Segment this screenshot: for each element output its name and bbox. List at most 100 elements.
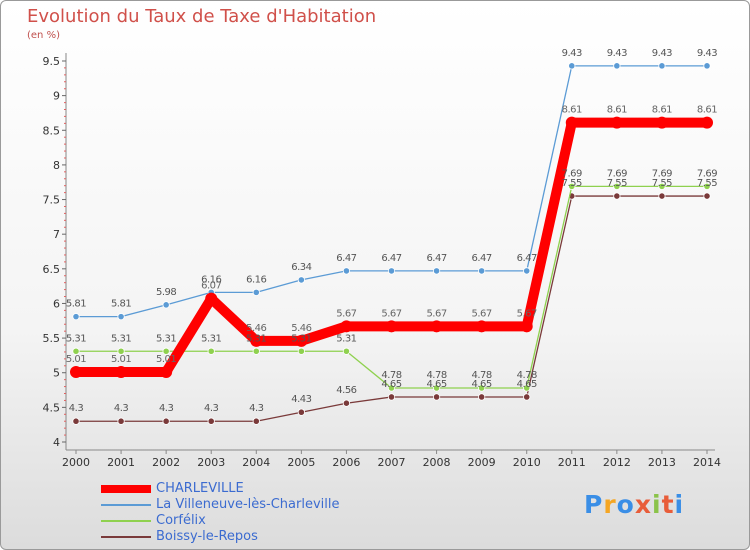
series-point-3 — [252, 417, 260, 425]
y-tick-label: 4.5 — [43, 401, 61, 414]
y-tick-label: 7.5 — [43, 194, 61, 207]
legend-label: CHARLEVILLE — [156, 481, 244, 496]
data-label: 5.67 — [336, 308, 356, 319]
data-label: 5.31 — [66, 333, 86, 344]
y-tick-label: 9 — [53, 90, 60, 103]
series-point-2 — [162, 347, 170, 355]
series-point-2 — [207, 347, 215, 355]
series-point-0 — [475, 320, 488, 333]
data-label: 4.3 — [204, 403, 219, 414]
y-tick-label: 8 — [53, 159, 60, 172]
chart-title: Evolution du Taux de Taxe d'Habitation — [27, 6, 377, 27]
series-point-0 — [115, 366, 128, 379]
series-point-3 — [658, 192, 666, 200]
data-label: 5.01 — [111, 354, 131, 365]
series-point-0 — [610, 116, 623, 129]
y-tick-label: 5.5 — [43, 332, 61, 345]
data-label: 5.01 — [66, 354, 86, 365]
legend-item: CHARLEVILLE — [101, 481, 421, 497]
data-label: 4.56 — [336, 385, 356, 396]
x-tick-label: 2010 — [513, 456, 541, 469]
x-tick-label: 2008 — [423, 456, 451, 469]
legend-swatch — [101, 520, 151, 522]
x-tick-label: 2002 — [152, 456, 180, 469]
series-point-1 — [478, 267, 486, 275]
x-tick-label: 2009 — [468, 456, 496, 469]
series-point-0 — [385, 320, 398, 333]
legend-item: Boissy-le-Repos — [101, 529, 421, 545]
x-tick-label: 2005 — [287, 456, 315, 469]
series-point-1 — [523, 267, 531, 275]
data-label: 4.65 — [426, 379, 446, 390]
series-point-1 — [658, 62, 666, 70]
logo-letter: x — [634, 490, 652, 519]
series-point-0 — [520, 320, 533, 333]
y-tick-label: 4 — [53, 436, 60, 449]
chart-subtitle: (en %) — [27, 30, 60, 41]
y-tick-label: 6 — [53, 297, 60, 310]
data-label: 4.78 — [426, 370, 446, 381]
data-label: 4.78 — [472, 370, 492, 381]
series-point-1 — [568, 62, 576, 70]
logo-letter: P — [584, 490, 604, 519]
x-tick-label: 2014 — [693, 456, 721, 469]
data-label: 6.47 — [472, 253, 492, 264]
legend-swatch — [101, 536, 151, 538]
y-tick-label: 5 — [53, 367, 60, 380]
data-label: 5.46 — [246, 323, 266, 334]
data-label: 7.69 — [607, 168, 627, 179]
y-tick-label: 6.5 — [43, 263, 61, 276]
y-tick-label: 7 — [53, 228, 60, 241]
series-point-3 — [387, 393, 396, 401]
series-point-3 — [297, 408, 305, 416]
data-label: 5.31 — [336, 333, 356, 344]
data-label: 9.43 — [607, 48, 627, 59]
series-point-3 — [478, 393, 486, 401]
data-label: 6.07 — [201, 281, 221, 292]
data-label: 6.16 — [246, 274, 266, 285]
x-tick-label: 2006 — [332, 456, 360, 469]
data-label: 5.81 — [66, 299, 86, 310]
series-line-1 — [75, 65, 708, 318]
series-point-1 — [387, 267, 396, 275]
logo-letter: o — [616, 490, 635, 519]
x-tick-label: 2003 — [197, 456, 225, 469]
data-label: 8.61 — [607, 105, 627, 116]
legend-swatch — [101, 504, 151, 506]
series-point-1 — [703, 62, 711, 70]
series-point-1 — [162, 301, 170, 309]
series-point-1 — [252, 288, 260, 296]
data-label: 6.47 — [517, 253, 537, 264]
series-point-1 — [297, 276, 305, 284]
legend-label: Boissy-le-Repos — [156, 529, 258, 544]
series-point-0 — [701, 116, 713, 129]
y-tick-label: 8.5 — [43, 124, 61, 137]
data-label: 5.31 — [246, 333, 266, 344]
data-label: 8.61 — [697, 105, 717, 116]
data-label: 5.01 — [156, 354, 176, 365]
data-label: 7.69 — [697, 168, 717, 179]
legend-label: Corfélix — [156, 513, 206, 528]
data-label: 4.43 — [291, 394, 311, 405]
data-label: 8.61 — [652, 105, 672, 116]
series-point-1 — [117, 313, 125, 321]
series-point-0 — [160, 366, 173, 379]
data-label: 7.55 — [652, 178, 672, 189]
data-label: 4.3 — [159, 403, 174, 414]
x-tick-label: 2007 — [378, 456, 406, 469]
data-label: 5.46 — [291, 323, 311, 334]
series-point-3 — [207, 417, 215, 425]
data-label: 4.65 — [517, 379, 537, 390]
data-label: 4.3 — [69, 403, 84, 414]
data-label: 5.67 — [381, 308, 401, 319]
series-point-2 — [613, 182, 621, 190]
series-point-0 — [295, 334, 308, 347]
data-label: 7.69 — [562, 168, 582, 179]
legend-item: Corfélix — [101, 513, 421, 529]
data-label: 6.47 — [336, 253, 356, 264]
data-label: 6.16 — [201, 274, 221, 285]
logo-letter: t — [661, 490, 675, 519]
series-point-2 — [478, 384, 486, 392]
